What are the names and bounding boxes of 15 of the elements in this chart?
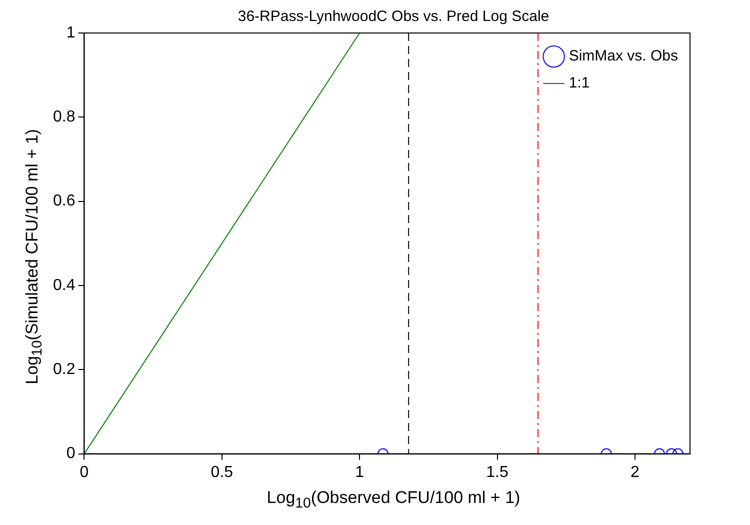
- x-tick-label: 1: [355, 464, 364, 481]
- y-tick-label: 1: [66, 24, 76, 42]
- y-tick-label: 0.4: [52, 276, 76, 294]
- y-tick-label: 0.8: [52, 108, 76, 126]
- y-tick-label: 0: [66, 445, 76, 462]
- x-tick-label: 1.5: [486, 464, 508, 481]
- legend-label: SimMax vs. Obs: [568, 48, 678, 65]
- x-axis-title: Log$_{10}$(Observed CFU/100 ml + 1): [266, 488, 522, 512]
- x-tick-label: 2: [630, 464, 640, 481]
- y-tick-label: 0.2: [52, 361, 76, 378]
- chart-title: 36-RPass-LynhwoodC Obs vs. Pred Log Scale: [236, 8, 550, 25]
- x-tick-label: 0.5: [210, 464, 234, 481]
- x-tick-label: 0: [80, 464, 89, 481]
- y-tick-label: 0.6: [52, 192, 76, 210]
- legend-label: 1:1: [568, 74, 590, 92]
